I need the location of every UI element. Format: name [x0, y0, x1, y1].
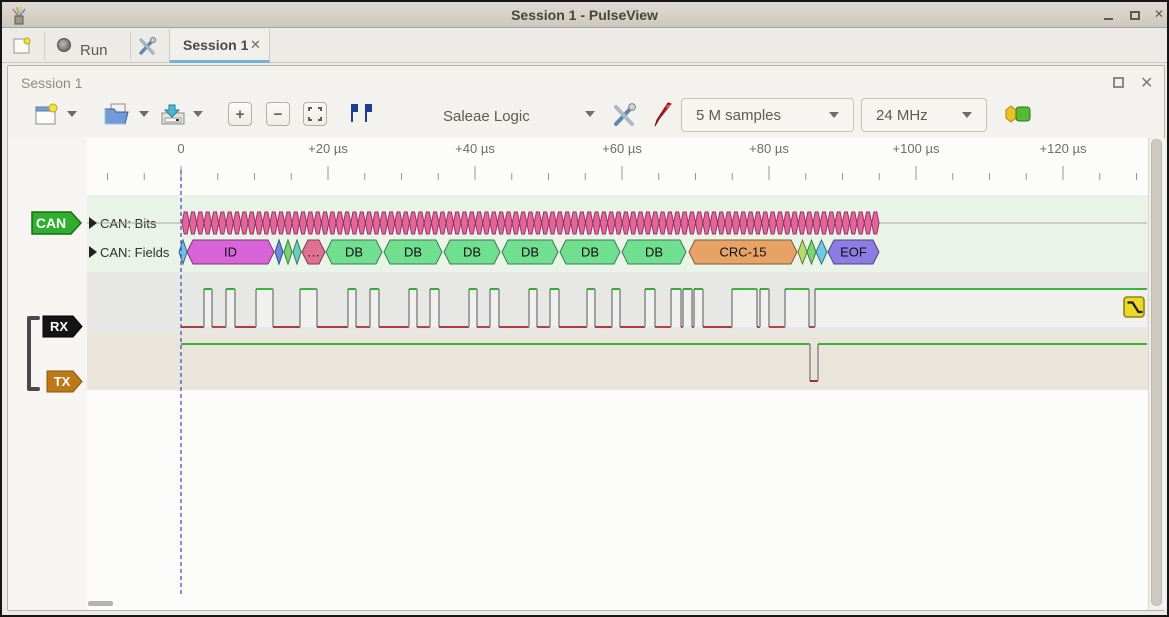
add-decoder-icon[interactable]: [1003, 104, 1035, 124]
tab-session-1[interactable]: Session 1 ✕: [169, 29, 270, 63]
device-select-label[interactable]: Saleae Logic: [443, 108, 530, 125]
session-close-icon[interactable]: ✕: [1140, 75, 1154, 92]
zoom-fit-button[interactable]: [303, 102, 327, 126]
sample-rate-caret: [962, 112, 972, 118]
decoder-row-fields-label: CAN: Fields: [100, 245, 170, 260]
trigger-markers-icon[interactable]: [347, 102, 377, 124]
window-title: Session 1 - PulseView: [511, 7, 658, 23]
configure-device-icon[interactable]: [611, 101, 639, 129]
ruler-label: +100 µs: [892, 141, 940, 156]
minimize-button[interactable]: [1100, 9, 1118, 23]
sample-rate-combobox[interactable]: 24 MHz: [861, 98, 987, 132]
save-dropdown-caret[interactable]: [193, 111, 203, 117]
device-dropdown-caret[interactable]: [585, 111, 595, 117]
ruler-label: +80 µs: [749, 141, 789, 156]
trace-label-margin: [8, 137, 87, 610]
sample-rate-value: 24 MHz: [876, 106, 928, 124]
ruler-label: +120 µs: [1039, 141, 1087, 156]
maximize-button[interactable]: [1126, 9, 1144, 23]
run-button[interactable]: Run: [57, 34, 127, 59]
ruler-label: +60 µs: [602, 141, 642, 156]
horizontal-scrollbar-thumb[interactable]: [88, 601, 113, 606]
zoom-out-button[interactable]: −: [266, 102, 290, 126]
new-view-dropdown-caret[interactable]: [67, 111, 77, 117]
tab-label: Session 1: [183, 37, 249, 53]
app-logo-icon: [12, 6, 26, 25]
close-button[interactable]: ✕: [1153, 7, 1165, 21]
sample-count-combobox[interactable]: 5 M samples: [681, 98, 854, 132]
session-toolbar: + − Saleae Logic 5 M samples: [9, 96, 1165, 168]
session-maximize-button[interactable]: [1113, 77, 1124, 88]
vertical-scrollbar[interactable]: [1148, 137, 1164, 610]
tab-close-icon[interactable]: ✕: [250, 37, 261, 52]
new-session-button[interactable]: [10, 34, 34, 58]
main-toolbar: Run Session 1 ✕: [2, 29, 1167, 63]
save-button[interactable]: [159, 101, 187, 127]
sample-count-value: 5 M samples: [696, 106, 782, 124]
open-button[interactable]: [103, 101, 131, 127]
open-dropdown-caret[interactable]: [139, 111, 149, 117]
run-icon: [57, 38, 71, 52]
new-view-button[interactable]: [33, 102, 59, 128]
channels-probe-icon[interactable]: [649, 101, 675, 129]
sample-count-caret: [829, 112, 839, 118]
session-window-title: Session 1: [21, 75, 83, 91]
run-label: Run: [80, 42, 108, 59]
decoder-rows-background: [87, 195, 1148, 272]
settings-tools-icon[interactable]: [136, 34, 160, 58]
rx-row-background: [87, 272, 1148, 334]
zoom-in-button[interactable]: +: [228, 102, 252, 126]
tx-row-background: [87, 334, 1148, 390]
vertical-scrollbar-thumb[interactable]: [1151, 139, 1162, 606]
ruler-label: +40 µs: [455, 141, 495, 156]
ruler-label: +20 µs: [308, 141, 348, 156]
ruler-label: 0: [177, 141, 185, 156]
decoder-row-bits-label: CAN: Bits: [100, 216, 157, 231]
title-bar: Session 1 - PulseView ✕: [2, 2, 1167, 28]
